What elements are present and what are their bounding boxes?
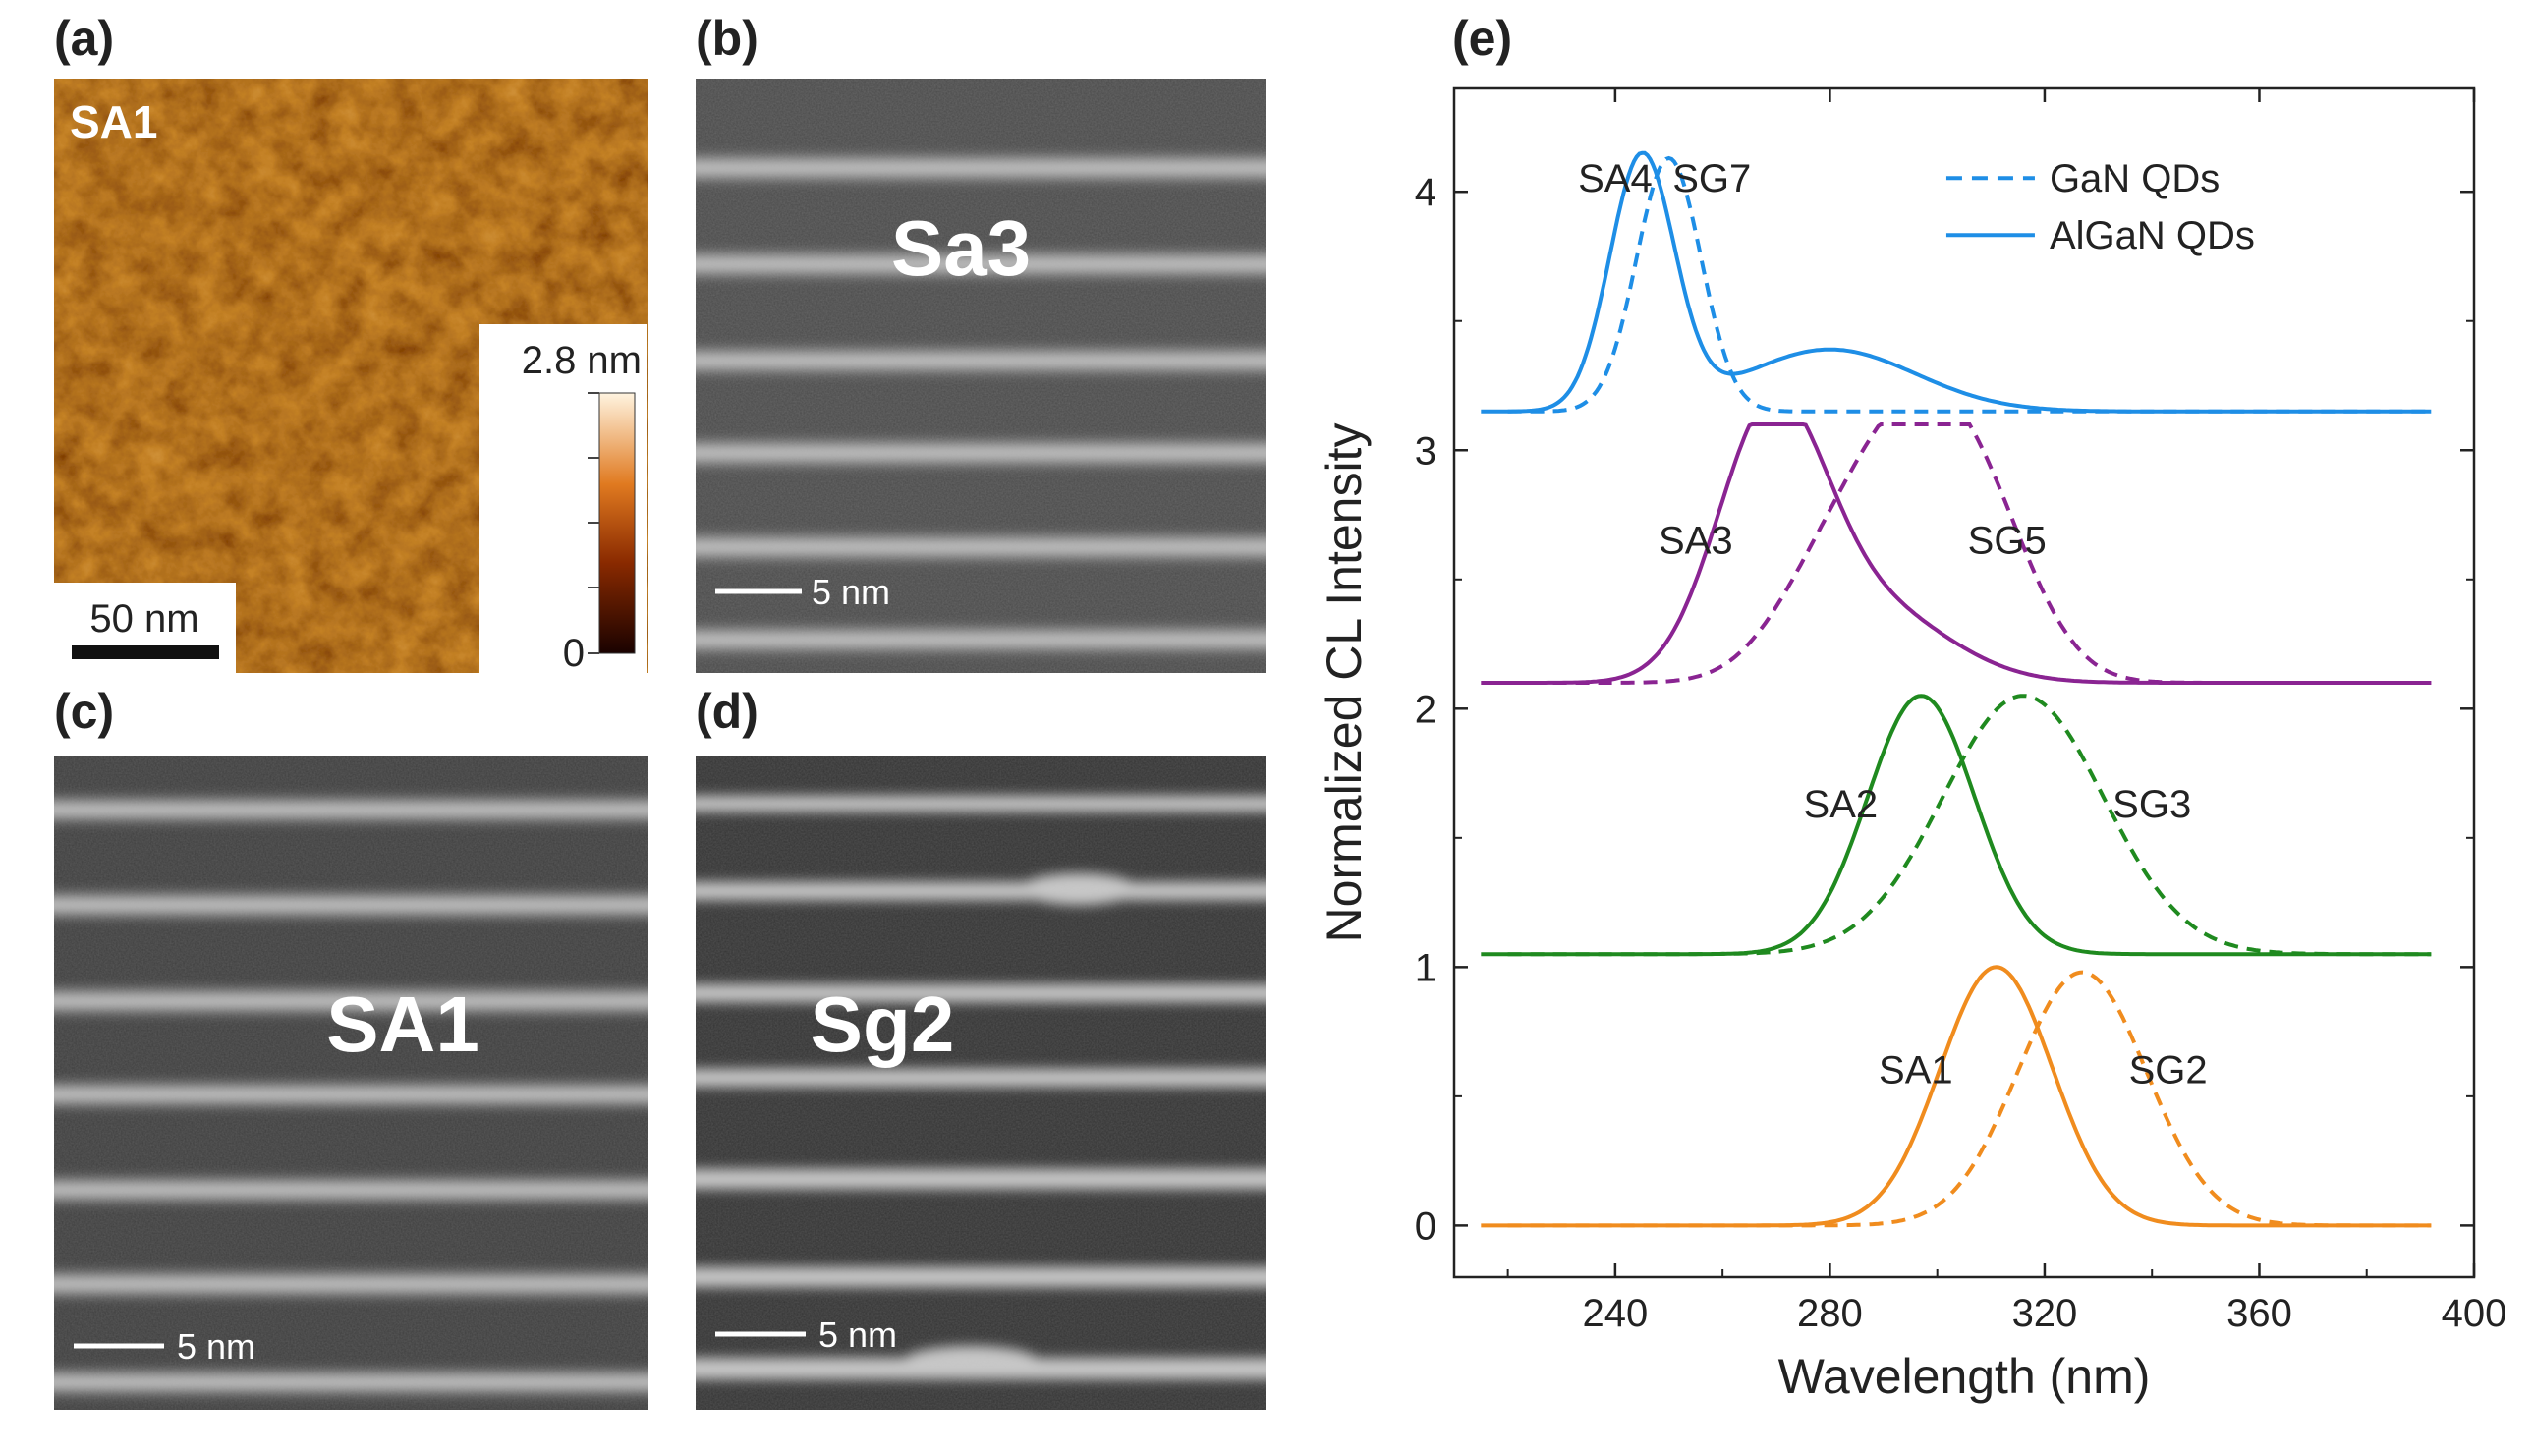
- x-tick-label: 320: [2012, 1292, 2078, 1335]
- cl-chart-panel: 240 280 320 360 400 0 1 2 3 4 Wavelength (nm) Norma…: [1297, 59, 2533, 1456]
- stem-d-sample-label: Sg2: [811, 980, 955, 1068]
- afm-scalebar-label: 50 nm: [89, 597, 198, 641]
- colorbar: [598, 392, 636, 654]
- stem-panel-c: SA1 5 nm: [54, 756, 648, 1410]
- legend-label-dashed: GaN QDs: [2050, 157, 2220, 200]
- y-tick-label: 0: [1415, 1204, 1436, 1248]
- stem-c-sample-label: SA1: [326, 980, 479, 1068]
- panel-c-letter: (c): [54, 684, 115, 739]
- plot-frame: [1452, 86, 2476, 1279]
- colorbar-max-label: 2.8 nm: [522, 339, 642, 382]
- afm-image-panel: 2.8 nm 0 50 nm SA1: [54, 79, 648, 673]
- series-sg3: [1507, 694, 2432, 957]
- stem-c-scalebar-label: 5 nm: [177, 1326, 255, 1367]
- annotation-sa4: SA4: [1578, 157, 1653, 200]
- panel-d-letter: (d): [696, 684, 759, 739]
- series-sg5: [1507, 422, 2432, 685]
- y-tick-label: 1: [1415, 946, 1436, 989]
- annotation-sg7: SG7: [1672, 157, 1751, 200]
- y-tick-label: 2: [1415, 688, 1436, 731]
- annotation-sa3: SA3: [1659, 519, 1733, 562]
- series-sa4: [1481, 150, 2432, 414]
- panel-a-letter: (a): [54, 11, 115, 66]
- x-tick-label: 360: [2226, 1292, 2292, 1335]
- stem-b-scalebar-label: 5 nm: [812, 572, 890, 612]
- stem-image-b: Sa3 5 nm: [696, 79, 1266, 673]
- panel-e-letter: (e): [1452, 11, 1513, 66]
- x-tick-label: 240: [1583, 1292, 1649, 1335]
- series-sa3: [1481, 422, 2432, 685]
- series-sa1: [1481, 965, 2432, 1228]
- stem-b-sample-label: Sa3: [891, 204, 1031, 292]
- cl-chart: 240 280 320 360 400 0 1 2 3 4 Wavelength (nm) Norma…: [1317, 86, 2507, 1404]
- x-tick-label: 400: [2442, 1292, 2507, 1335]
- stem-d-scalebar-label: 5 nm: [818, 1315, 897, 1355]
- x-tick-label: 280: [1797, 1292, 1863, 1335]
- annotation-sg3: SG3: [2112, 783, 2191, 826]
- annotation-sa1: SA1: [1879, 1049, 1953, 1092]
- colorbar-min-label: 0: [563, 632, 585, 673]
- series-sa2: [1481, 694, 2432, 957]
- afm-sample-label: SA1: [70, 96, 157, 147]
- legend-label-solid: AlGaN QDs: [2050, 214, 2255, 257]
- x-axis-label: Wavelength (nm): [1778, 1349, 2151, 1404]
- y-tick-label: 3: [1415, 429, 1436, 473]
- afm-scalebar: [72, 645, 219, 659]
- panel-b-letter: (b): [696, 11, 759, 66]
- stem-image-c: SA1 5 nm: [54, 756, 648, 1410]
- series-sg2: [1507, 970, 2432, 1228]
- annotation-sa2: SA2: [1804, 783, 1879, 826]
- series-sg7: [1507, 155, 2432, 414]
- y-axis-label: Normalized CL Intensity: [1317, 423, 1372, 943]
- afm-image: 2.8 nm 0 50 nm SA1: [54, 79, 648, 673]
- annotation-sg5: SG5: [1968, 519, 2047, 562]
- annotation-sg2: SG2: [2129, 1049, 2208, 1092]
- y-tick-label: 4: [1415, 171, 1436, 214]
- stem-panel-d: Sg2 5 nm: [696, 756, 1266, 1410]
- stem-panel-b: Sa3 5 nm: [696, 79, 1266, 673]
- stem-image-d: Sg2 5 nm: [696, 756, 1266, 1410]
